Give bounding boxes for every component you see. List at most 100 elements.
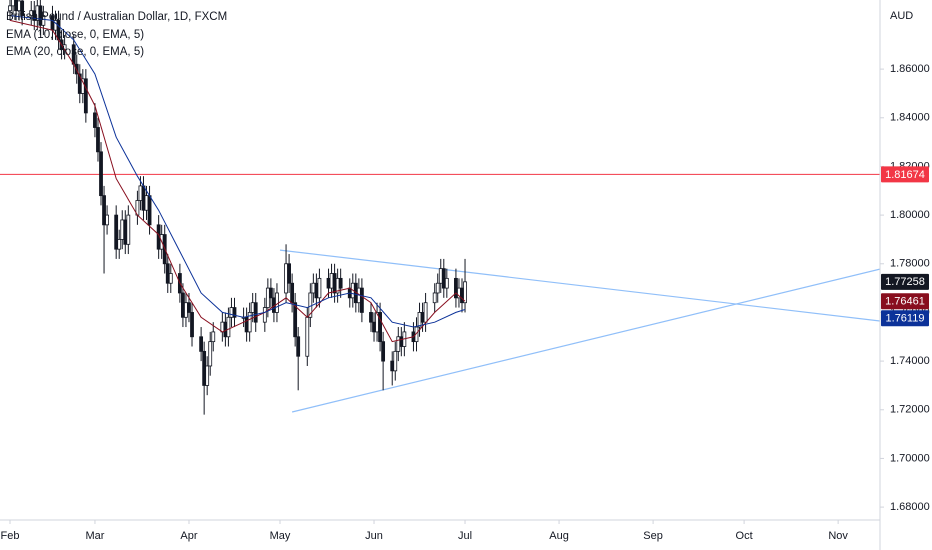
candle-body xyxy=(190,312,194,338)
candle-body xyxy=(117,239,122,250)
candle-body xyxy=(114,214,119,250)
candle-body xyxy=(102,195,106,226)
candle-body xyxy=(332,273,337,294)
price-label: 1.76119 xyxy=(886,313,925,325)
candle-body xyxy=(305,316,310,357)
candle-body xyxy=(120,219,125,240)
candle-body xyxy=(287,263,291,284)
candle-body xyxy=(138,185,143,201)
candle-body xyxy=(199,336,204,352)
candle-body xyxy=(359,287,364,313)
candle-body xyxy=(96,127,100,153)
y-tick-label: 1.84000 xyxy=(890,112,930,124)
candle-body xyxy=(329,273,334,289)
plot-area xyxy=(0,0,880,415)
trendline xyxy=(291,268,880,413)
price-label: 1.81674 xyxy=(885,169,925,181)
legend-entry: EMA (10, close, 0, EMA, 5) xyxy=(6,29,144,41)
candle-body xyxy=(105,214,109,226)
candle-body xyxy=(20,0,25,16)
candle-body xyxy=(165,263,170,284)
candle-body xyxy=(247,312,252,333)
candle-body xyxy=(435,282,440,294)
candle-body xyxy=(423,302,428,323)
candle-body xyxy=(123,219,128,245)
candle-body xyxy=(399,336,404,347)
candle-body xyxy=(168,273,173,284)
x-tick-label: Nov xyxy=(828,530,848,542)
chart-title: British Pound / Australian Dollar, 1D, F… xyxy=(6,11,227,23)
candle-body xyxy=(284,263,288,294)
candle-body xyxy=(126,214,131,245)
candle-body xyxy=(311,282,316,294)
candle-body xyxy=(317,277,322,299)
x-tick-label: Oct xyxy=(736,530,753,542)
candle-body xyxy=(293,302,298,338)
price-label: 1.77258 xyxy=(885,276,925,288)
price-label: 1.76461 xyxy=(885,296,925,308)
candle-body xyxy=(265,287,270,308)
candle-body xyxy=(326,277,331,289)
x-tick-label: Sep xyxy=(643,530,663,542)
candle-body xyxy=(141,185,146,211)
candle-body xyxy=(205,365,210,386)
ema-line xyxy=(9,19,466,343)
candle-body xyxy=(390,360,395,372)
candle-body xyxy=(211,331,216,343)
candle-body xyxy=(229,307,234,318)
candle-body xyxy=(268,287,273,299)
candle-body xyxy=(208,341,213,367)
candle-body xyxy=(372,321,376,333)
legend: British Pound / Australian Dollar, 1D, F… xyxy=(6,11,227,58)
y-tick-label: 1.78000 xyxy=(890,258,930,270)
candle-body xyxy=(463,281,467,304)
trendline xyxy=(279,249,880,322)
price-label-box xyxy=(881,293,929,310)
candle-body xyxy=(338,277,343,289)
x-tick-label: Mar xyxy=(85,530,104,542)
candle-body xyxy=(417,312,422,328)
candle-body xyxy=(393,350,398,372)
candle-body xyxy=(296,336,301,357)
candle-body xyxy=(187,302,191,313)
y-tick-label: 1.74000 xyxy=(890,355,930,367)
candle-body xyxy=(220,321,225,333)
candle-body xyxy=(378,312,382,343)
candle-body xyxy=(262,307,267,323)
candle-body xyxy=(223,321,228,338)
candle-body xyxy=(420,312,425,323)
x-tick-label: Apr xyxy=(180,530,197,542)
candle-body xyxy=(369,312,373,323)
candle-body xyxy=(17,0,22,12)
candle-body xyxy=(144,195,149,211)
candle-body xyxy=(184,302,188,318)
candle-body xyxy=(441,268,446,289)
candle-body xyxy=(202,350,207,386)
candle-body xyxy=(11,0,15,7)
candle-body xyxy=(250,302,255,313)
candle-body xyxy=(314,282,319,299)
candle-body xyxy=(226,316,231,338)
candle-body xyxy=(181,292,185,318)
y-tick-label: 1.72000 xyxy=(890,404,930,416)
candle-body xyxy=(93,112,97,128)
candle-body xyxy=(381,341,386,362)
candle-body xyxy=(438,268,443,284)
legend-entry: EMA (20, close, 0, EMA, 5) xyxy=(6,46,144,58)
candle-body xyxy=(454,277,458,299)
candle-body xyxy=(232,307,237,318)
ema-line xyxy=(9,15,466,328)
candle-body xyxy=(432,292,437,304)
y-tick-label: 1.70000 xyxy=(890,452,930,464)
candle-body xyxy=(253,302,258,323)
candle-body xyxy=(83,78,88,114)
x-tick-label: Feb xyxy=(1,530,20,542)
candle-body xyxy=(14,0,18,12)
candle-body xyxy=(41,15,46,26)
price-label-box xyxy=(881,310,929,327)
y-tick-label: 1.86000 xyxy=(890,63,930,75)
candle-body xyxy=(244,316,249,333)
y-axis-label: AUD xyxy=(890,10,913,22)
candle-body xyxy=(275,292,279,313)
